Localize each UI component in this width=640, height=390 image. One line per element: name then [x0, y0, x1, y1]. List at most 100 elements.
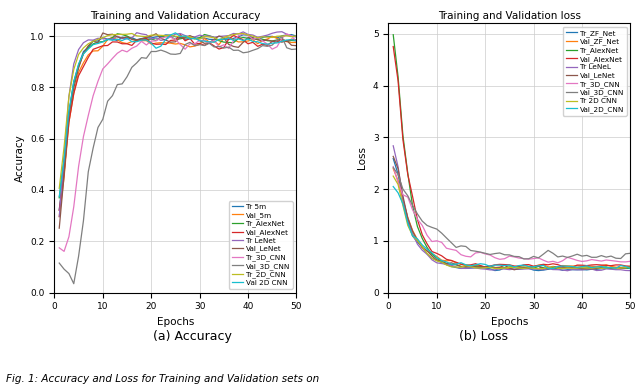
Tr LeNet: [225, 33, 232, 38]
Val 2D CNN: [90, 42, 97, 47]
Tr_AlexNet: [617, 266, 625, 271]
Tr_ZF_Net: [549, 266, 557, 270]
Val_AlexNet: [602, 263, 610, 268]
Tr_ZF_Net: [627, 266, 634, 270]
Tr_2D_CNN: [177, 34, 184, 39]
Tr 5m: [283, 33, 291, 37]
Tr_AlexNet: [56, 195, 63, 200]
Tr LeNeL: [409, 231, 417, 236]
Tr LeNet: [239, 30, 247, 34]
Tr_AlexNet: [147, 37, 155, 41]
Tr_AlexNet: [607, 266, 615, 271]
Tr_AlexNet: [75, 64, 83, 69]
Val_3D_CNN: [278, 34, 285, 39]
Tr_ZF_Net: [617, 266, 625, 271]
Tr 5m: [99, 35, 107, 40]
Tr_3D_CNN: [491, 255, 499, 260]
Val_LeNet: [172, 39, 179, 44]
Val_AlexNet: [138, 37, 145, 42]
Tr_2D_CNN: [211, 35, 218, 40]
Val_LeNet: [486, 264, 494, 268]
Val_2D_CNN: [447, 262, 455, 267]
Val_AlexNet: [404, 172, 412, 177]
Tr_ZF_Net: [573, 268, 581, 272]
Val_2D_CNN: [506, 263, 513, 268]
Tr_AlexNet: [196, 35, 204, 40]
Val_3D_CNN: [205, 41, 213, 46]
Tr_3D_CNN: [452, 248, 460, 253]
Tr_3D_CNN: [399, 193, 407, 197]
Val_AlexNet: [588, 262, 595, 267]
Tr LeNet: [220, 34, 228, 38]
Tr LeNet: [254, 35, 262, 40]
Val_LeNet: [452, 262, 460, 267]
Tr 5m: [288, 32, 296, 37]
Tr LeNet: [167, 34, 175, 39]
Tr_3D_CNN: [433, 238, 440, 243]
Tr_ZF_Net: [588, 267, 595, 271]
Tr_AlexNet: [113, 32, 121, 36]
Val_3D_CNN: [244, 50, 252, 55]
Val_ZF_Net: [409, 228, 417, 233]
Tr_2D_CNN: [215, 38, 223, 43]
Tr_2D_CNN: [181, 34, 189, 39]
Val_AlexNet: [99, 43, 107, 48]
Val_LeNet: [60, 173, 68, 178]
Tr_3D_CNN: [404, 195, 412, 199]
Val_3D_CNN: [200, 43, 208, 48]
Tr 5m: [167, 33, 175, 37]
Tr_AlexNet: [564, 265, 572, 270]
Val_LeNet: [481, 264, 489, 269]
Val_AlexNet: [147, 41, 155, 45]
Val_AlexNet: [472, 261, 479, 266]
Val_LeNet: [186, 33, 194, 38]
Val_AlexNet: [530, 264, 538, 269]
Tr_2D_CNN: [84, 41, 92, 46]
Val_5m: [60, 175, 68, 180]
Tr LeNeL: [462, 266, 470, 271]
Val_3D_CNN: [481, 251, 489, 255]
Tr 2D CNN: [554, 266, 562, 271]
Val_ZF_Net: [389, 166, 397, 171]
Val_2D_CNN: [593, 264, 600, 269]
Tr LeNet: [200, 34, 208, 39]
Tr 2D CNN: [534, 266, 542, 271]
Val 2D CNN: [138, 38, 145, 43]
Val_AlexNet: [621, 264, 629, 268]
Val_3D_CNN: [593, 255, 600, 260]
Val_LeNet: [205, 40, 213, 45]
Tr_ZF_Net: [559, 268, 566, 273]
Tr_3D_CNN: [75, 164, 83, 168]
Tr_AlexNet: [578, 266, 586, 271]
Tr_ZF_Net: [433, 258, 440, 262]
Tr_3D_CNN: [544, 260, 552, 264]
Tr_ZF_Net: [404, 219, 412, 223]
Val 2D CNN: [230, 38, 237, 43]
Val_3D_CNN: [394, 172, 402, 177]
Val_2D_CNN: [443, 259, 451, 264]
Tr_ZF_Net: [554, 266, 562, 271]
Tr_2D_CNN: [200, 34, 208, 39]
Val_3D_CNN: [443, 236, 451, 240]
Val_2D_CNN: [394, 190, 402, 195]
Val_LeNet: [544, 266, 552, 270]
Val_3D_CNN: [128, 65, 136, 70]
Tr_3D_CNN: [283, 32, 291, 36]
Tr LeNet: [234, 32, 242, 36]
Tr_3D_CNN: [133, 44, 141, 48]
Val_3D_CNN: [75, 254, 83, 259]
Val_5m: [244, 39, 252, 43]
Tr_3D_CNN: [65, 234, 73, 239]
Val_3D_CNN: [113, 82, 121, 87]
Val_5m: [196, 42, 204, 47]
Tr_AlexNet: [481, 265, 489, 270]
Tr 5m: [133, 37, 141, 42]
Val_3D_CNN: [56, 261, 63, 266]
Val_AlexNet: [389, 44, 397, 49]
Val_3D_CNN: [627, 251, 634, 255]
Val_5m: [152, 41, 160, 46]
Line: Tr_AlexNet: Tr_AlexNet: [393, 35, 630, 269]
Val_3D_CNN: [428, 225, 436, 230]
Tr_ZF_Net: [409, 234, 417, 238]
Val_AlexNet: [491, 262, 499, 267]
